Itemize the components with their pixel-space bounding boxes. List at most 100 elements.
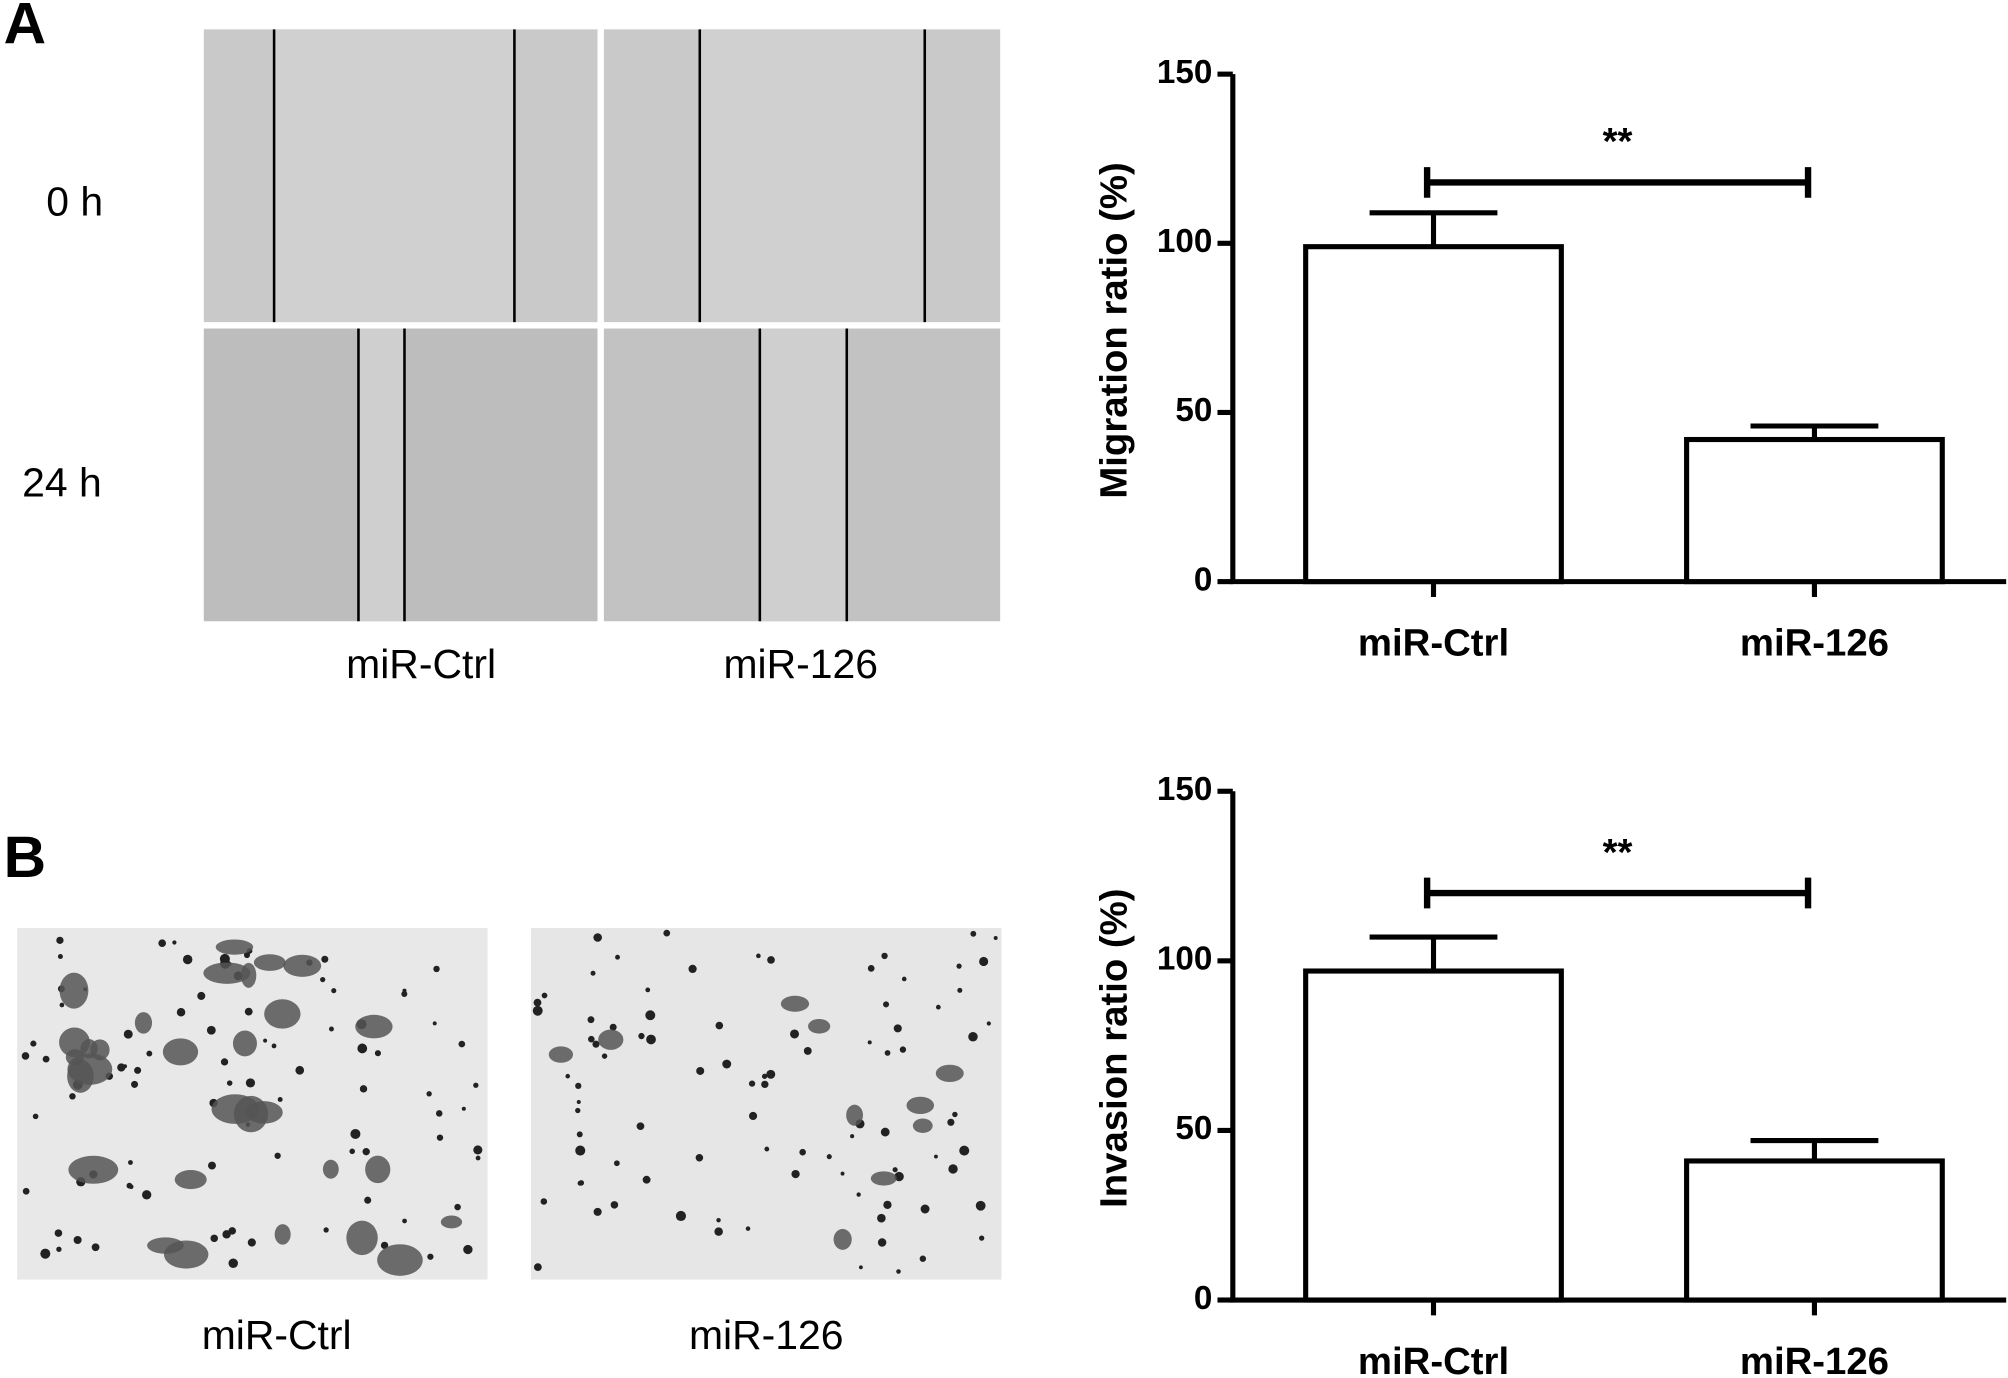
cell-body xyxy=(147,1237,184,1254)
cell-body xyxy=(90,1039,110,1061)
cell-dot xyxy=(331,988,337,994)
y-axis-label: Invasion ratio (%) xyxy=(1093,888,1136,1207)
cell-dot xyxy=(590,970,596,976)
cell-dot xyxy=(222,1230,231,1239)
cell-dot xyxy=(57,953,63,960)
significance-bracket xyxy=(1423,167,1812,198)
cell-dot xyxy=(715,1021,724,1030)
cell-dot xyxy=(69,1093,76,1100)
cell-dot xyxy=(803,1046,812,1055)
x-tick-label: miR-126 xyxy=(1740,1340,1889,1378)
cell-dot xyxy=(128,1160,133,1165)
x-tick-label: miR-Ctrl xyxy=(1358,622,1509,665)
cell-dot xyxy=(461,1106,466,1111)
cell-body xyxy=(211,1094,259,1124)
cell-dot xyxy=(593,1207,602,1216)
cell-dot xyxy=(695,1154,704,1162)
cell-body xyxy=(283,954,322,977)
wound-area xyxy=(358,328,405,622)
cell-body xyxy=(440,1215,463,1229)
cell-dot xyxy=(576,1100,581,1105)
cell-body xyxy=(870,1171,897,1186)
cell-dot xyxy=(896,1269,901,1274)
cell-dot xyxy=(182,954,193,965)
x-tick-label: miR-Ctrl xyxy=(1358,1340,1509,1378)
panel-label: A xyxy=(4,0,46,57)
cell-body xyxy=(215,939,254,955)
cell-dot xyxy=(956,963,962,969)
cell-dot xyxy=(696,1066,705,1075)
cell-dot xyxy=(374,1050,381,1057)
cell-dot xyxy=(642,1175,651,1184)
cell-dot xyxy=(475,1155,481,1161)
cell-dot xyxy=(362,1147,370,1156)
cell-dot xyxy=(219,953,230,964)
cell-dot xyxy=(30,1040,37,1047)
cell-dot xyxy=(575,1107,581,1114)
cell-dot xyxy=(540,1198,548,1205)
cell-dot xyxy=(427,1253,434,1260)
significance-label: ** xyxy=(1603,831,1633,874)
cell-dot xyxy=(993,935,998,940)
cell-dot xyxy=(675,1210,687,1222)
cell-dot xyxy=(858,1265,863,1270)
y-tick-label: 100 xyxy=(1157,223,1212,260)
cell-dot xyxy=(576,1131,583,1138)
cell-dot xyxy=(197,991,206,1000)
cell-dot xyxy=(206,1025,216,1035)
cell-dot xyxy=(56,936,64,944)
cell-dot xyxy=(764,1146,770,1152)
cell-dot xyxy=(850,1134,855,1139)
cell-dot xyxy=(91,1243,100,1252)
cell-dot xyxy=(533,1263,542,1272)
cell-body xyxy=(67,1059,94,1093)
cell-dot xyxy=(321,955,329,963)
cell-dot xyxy=(228,1258,238,1268)
cell-dot xyxy=(458,1040,466,1048)
cell-dot xyxy=(21,1052,30,1060)
cell-body xyxy=(253,954,286,971)
cell-dot xyxy=(42,1055,50,1063)
cell-dot xyxy=(592,1040,600,1048)
cell-dot xyxy=(22,1187,30,1195)
cell-dot xyxy=(714,1227,723,1236)
cell-dot xyxy=(756,953,761,959)
cell-dot xyxy=(899,1046,907,1053)
cell-dot xyxy=(959,1145,970,1156)
cell-body xyxy=(59,972,89,1009)
cell-dot xyxy=(245,1078,256,1088)
cell-body xyxy=(912,1118,933,1133)
cell-dot xyxy=(176,1007,186,1017)
cell-dot xyxy=(364,1196,372,1204)
cell-dot xyxy=(645,1010,656,1021)
cell-dot xyxy=(433,965,440,973)
wound-area xyxy=(759,328,847,622)
cell-dot xyxy=(295,1065,305,1075)
cell-dot xyxy=(646,1034,656,1045)
cell-dot xyxy=(349,1148,355,1155)
cell-dot xyxy=(636,1122,645,1131)
panel-label: B xyxy=(4,825,46,890)
cell-dot xyxy=(877,1238,887,1247)
cell-dot xyxy=(933,1154,938,1159)
cell-dot xyxy=(610,1201,619,1209)
cell-dot xyxy=(473,1082,479,1088)
cell-dot xyxy=(716,1217,721,1223)
cell-dot xyxy=(761,1080,769,1089)
cell-dot xyxy=(73,1235,82,1245)
cell-dot xyxy=(894,1171,904,1182)
cell-dot xyxy=(454,1203,461,1211)
cell-dot xyxy=(126,1182,133,1189)
cell-dot xyxy=(277,1096,283,1102)
cell-dot xyxy=(748,1111,758,1121)
cell-body xyxy=(377,1244,423,1276)
cell-dot xyxy=(791,1169,800,1179)
cell-dot xyxy=(59,1002,65,1008)
cell-dot xyxy=(884,1050,891,1056)
cell-dot xyxy=(263,1038,268,1043)
cell-dot xyxy=(134,1066,142,1074)
cell-dot xyxy=(767,956,775,964)
cell-dot xyxy=(402,1218,407,1224)
cell-dot xyxy=(426,1091,432,1097)
cell-dot xyxy=(131,1080,139,1088)
